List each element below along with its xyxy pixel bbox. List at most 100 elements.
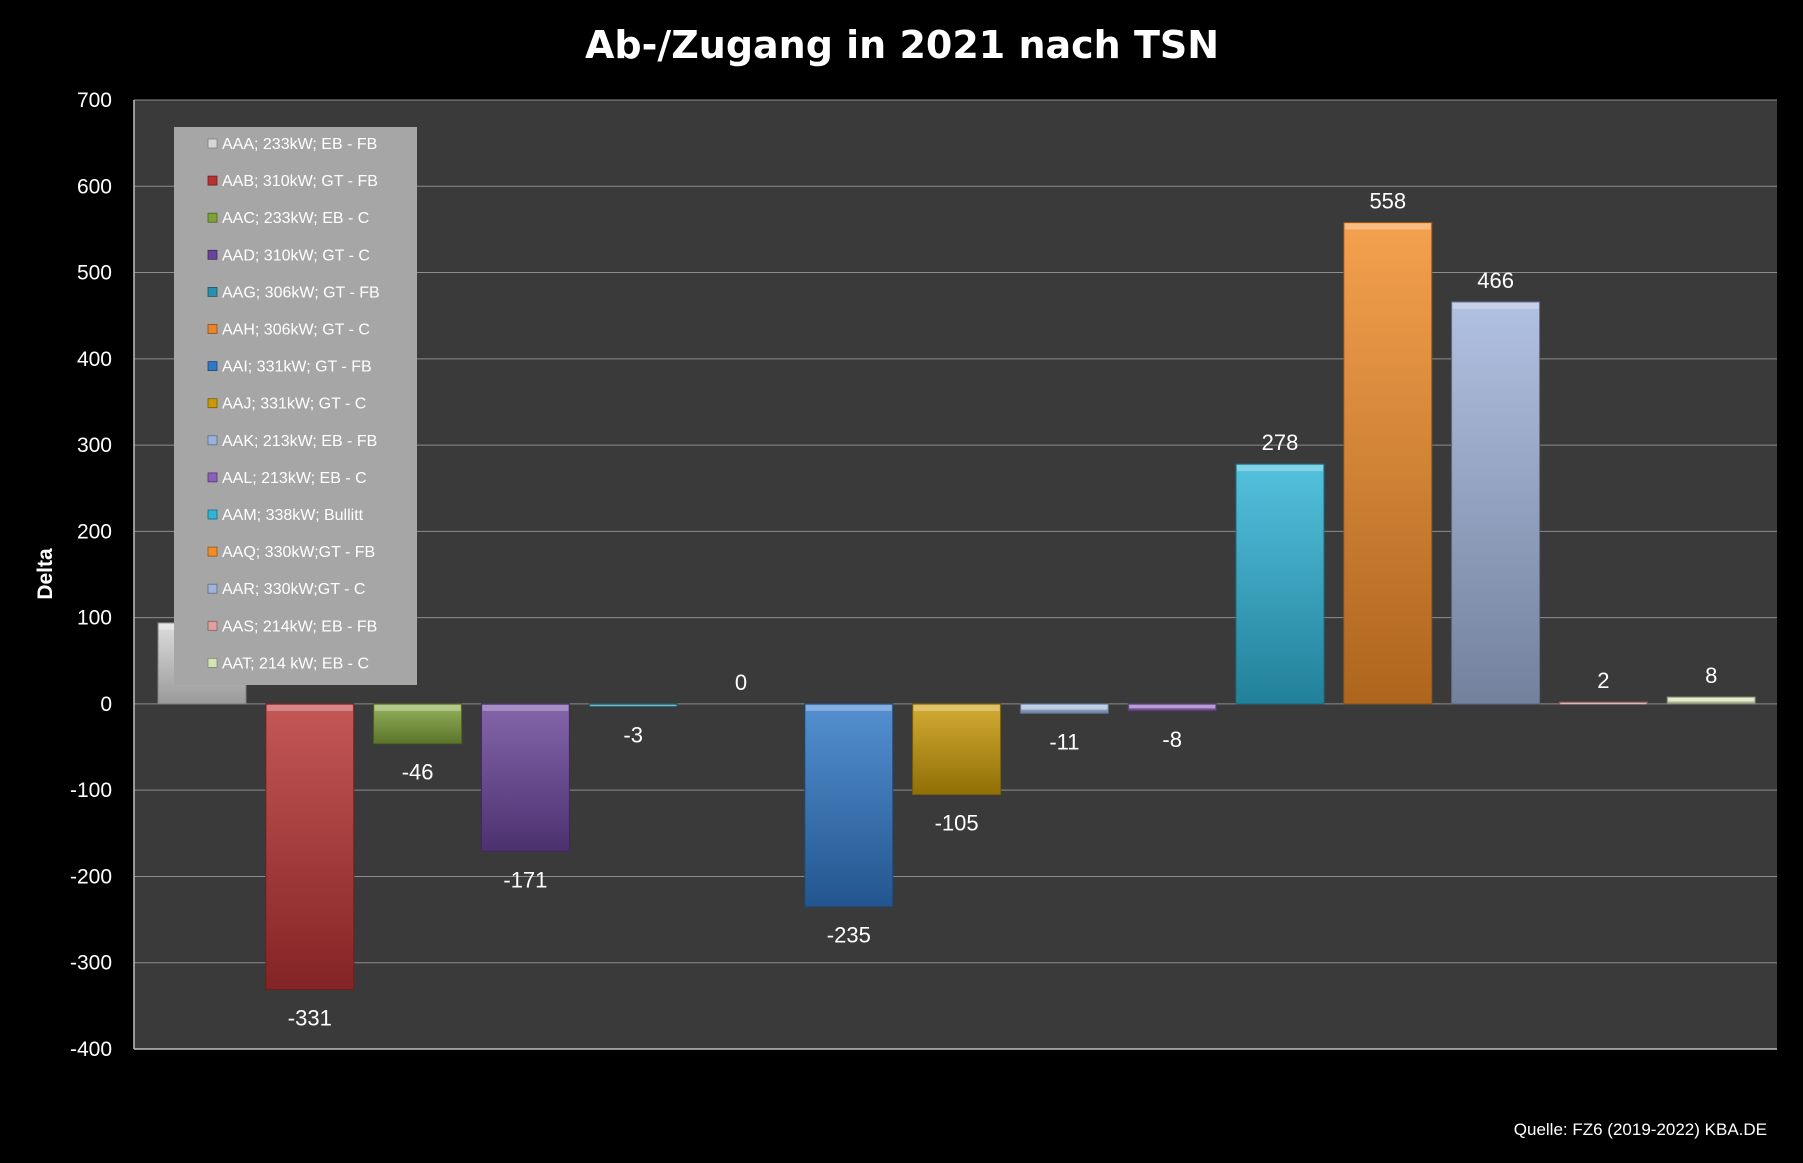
legend-swatch	[207, 620, 218, 631]
legend-label: AAR; 330kW;GT - C	[222, 581, 365, 598]
legend-swatch	[207, 509, 218, 520]
legend-item: AAJ; 331kW; GT - C	[207, 396, 366, 413]
data-label: 0	[735, 670, 747, 695]
y-tick-label: -100	[70, 779, 112, 802]
bar	[1666, 696, 1756, 705]
bar	[1019, 703, 1109, 714]
bar-bevel	[1452, 302, 1539, 309]
chart-title: Ab-/Zugang in 2021 nach TSN	[585, 23, 1219, 67]
bars	[157, 222, 1756, 990]
bar-bevel	[1668, 698, 1755, 702]
legend-label: AAC; 233kW; EB - C	[222, 210, 369, 227]
bar	[1127, 703, 1217, 712]
legend-swatch	[207, 546, 218, 557]
data-label: 558	[1369, 189, 1406, 214]
y-axis-label: Delta	[34, 548, 57, 600]
data-label: -8	[1162, 727, 1182, 752]
legend-swatch	[207, 175, 218, 186]
bar-body	[1235, 463, 1325, 705]
data-label: -46	[402, 760, 434, 785]
legend-label: AAI; 331kW; GT - FB	[222, 359, 372, 376]
bar	[1235, 463, 1325, 705]
legend-item: AAB; 310kW; GT - FB	[207, 173, 378, 190]
bar	[1451, 301, 1541, 705]
legend-item: AAD; 310kW; GT - C	[207, 247, 370, 264]
legend-label: AAL; 213kW; EB - C	[222, 470, 367, 487]
data-label: -3	[623, 722, 643, 747]
bar	[1343, 222, 1433, 705]
legend-label: AAG; 306kW; GT - FB	[222, 284, 380, 301]
bar	[588, 703, 678, 707]
y-tick-label: 0	[100, 693, 112, 716]
bar-body	[1343, 222, 1433, 705]
data-label: -331	[288, 1005, 332, 1030]
legend-swatch	[207, 361, 218, 372]
y-tick-label: 500	[77, 262, 112, 285]
legend-item: AAA; 233kW; EB - FB	[207, 136, 377, 153]
bar-bevel	[1129, 704, 1216, 709]
legend-item: AAC; 233kW; EB - C	[207, 210, 369, 227]
bar-bevel	[1021, 704, 1108, 710]
legend-item: AAM; 338kW; Bullitt	[207, 507, 364, 524]
data-label: 8	[1705, 663, 1717, 688]
legend-label: AAK; 213kW; EB - FB	[222, 433, 377, 450]
legend-swatch	[207, 472, 218, 483]
legend-swatch	[207, 212, 218, 223]
y-tick-label: 100	[77, 607, 112, 630]
bar-bevel	[805, 704, 892, 711]
legend-items: AAA; 233kW; EB - FB AAB; 310kW; GT - FB AA…	[207, 136, 380, 672]
bar-bevel	[1560, 703, 1647, 705]
legend-item: AAL; 213kW; EB - C	[207, 470, 367, 487]
bar-bevel	[1344, 223, 1431, 230]
bar-bevel	[374, 704, 461, 711]
data-labels: -94-331-46-171-30-235-105-11-82785584662…	[186, 189, 1717, 1031]
bar	[912, 703, 1002, 795]
legend-label: AAT; 214 kW; EB - C	[222, 655, 369, 672]
legend-swatch	[207, 583, 218, 594]
legend-label: AAA; 233kW; EB - FB	[222, 136, 377, 153]
bar	[480, 703, 570, 852]
legend-item: AAQ; 330kW;GT - FB	[207, 544, 375, 561]
data-label: 466	[1477, 268, 1514, 293]
bar-body	[804, 703, 894, 908]
bar-body	[265, 703, 355, 990]
legend-label: AAQ; 330kW;GT - FB	[222, 544, 375, 561]
legend-swatch	[207, 324, 218, 334]
y-tick-label: -400	[70, 1038, 112, 1061]
bar-body	[1451, 301, 1541, 705]
bar-body	[912, 703, 1002, 795]
bar	[373, 703, 463, 745]
legend-item: AAG; 306kW; GT - FB	[207, 284, 380, 301]
bar-bevel	[1237, 465, 1323, 472]
legend-item: AAS; 214kW; EB - FB	[207, 618, 377, 635]
y-tick-label: 600	[77, 175, 112, 198]
legend-swatch	[207, 658, 218, 668]
bar-bevel	[266, 704, 353, 711]
y-tick-label: -200	[70, 865, 112, 888]
legend-item: AAI; 331kW; GT - FB	[207, 359, 372, 376]
legend-swatch	[207, 286, 218, 297]
legend-item: AAH; 306kW; GT - C	[207, 322, 370, 339]
legend-item: AAK; 213kW; EB - FB	[207, 433, 377, 450]
bar-bevel	[590, 704, 677, 707]
legend-label: AAM; 338kW; Bullitt	[222, 507, 364, 524]
bar	[265, 703, 355, 990]
data-label: 278	[1262, 430, 1299, 455]
bar-bevel	[913, 704, 1000, 711]
data-label: -235	[827, 923, 871, 948]
y-tick-label: -300	[70, 952, 112, 975]
y-tick-label: 200	[77, 520, 112, 543]
legend-swatch	[207, 435, 218, 446]
legend-label: AAB; 310kW; GT - FB	[222, 173, 378, 190]
legend-item: AAT; 214 kW; EB - C	[207, 655, 369, 672]
y-tick-label: 300	[77, 434, 112, 457]
bar	[1558, 701, 1648, 705]
data-label: -11	[1049, 729, 1079, 754]
bar	[804, 703, 894, 908]
y-axis-ticks: 700 600 500 400 300 200 100 0 -100 -200 -300 -400	[70, 89, 112, 1061]
data-label: 2	[1597, 668, 1609, 693]
legend-label: AAD; 310kW; GT - C	[222, 247, 370, 264]
legend-swatch	[207, 398, 218, 409]
legend-label: AAH; 306kW; GT - C	[222, 322, 370, 339]
